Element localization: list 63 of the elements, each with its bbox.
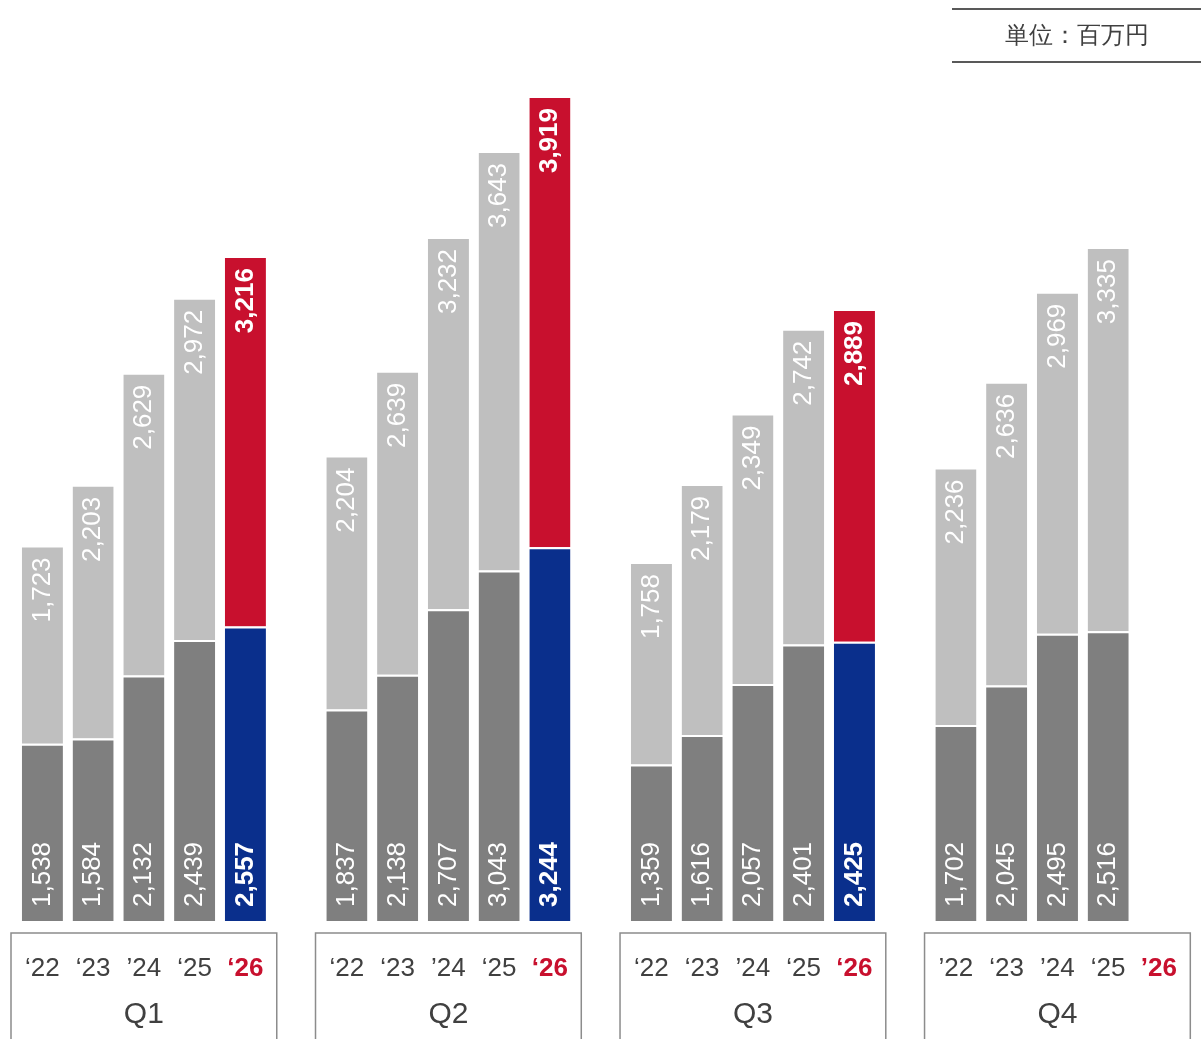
data-label: 2,425 — [837, 841, 868, 907]
x-tick-label: ’22 — [938, 951, 974, 982]
data-label: 2,204 — [330, 467, 361, 533]
x-tick-label: ‘23 — [75, 951, 111, 982]
x-tick-label: ’24 — [1040, 951, 1075, 982]
x-tick-label: ‘25 — [786, 951, 822, 982]
x-tick-label: ‘26 — [836, 951, 873, 982]
data-label: 3,335 — [1091, 259, 1122, 325]
x-tick-label: ’26 — [1140, 951, 1178, 982]
data-label: 1,584 — [76, 841, 107, 907]
x-tick-label: ‘22 — [634, 951, 669, 982]
x-tick-label: ‘26 — [531, 951, 568, 982]
x-tick-label: ‘23 — [684, 951, 720, 982]
text: 単位：百万円 — [1005, 20, 1149, 48]
data-label: 2,179 — [685, 495, 716, 561]
data-label: 2,045 — [989, 841, 1020, 907]
data-label: 2,636 — [989, 393, 1020, 459]
data-label: 1,538 — [25, 841, 56, 907]
data-label: 2,495 — [1040, 841, 1071, 907]
x-tick-label: ‘23 — [380, 951, 415, 982]
x-tick-label: ‘25 — [177, 951, 212, 982]
data-label: 1,758 — [634, 574, 665, 640]
x-tick-label: ‘23 — [989, 951, 1025, 982]
data-label: 2,439 — [177, 841, 208, 907]
data-label: 2,203 — [76, 496, 107, 562]
data-label: 2,138 — [380, 841, 411, 907]
data-label: 2,972 — [177, 309, 208, 375]
data-label: 3,043 — [482, 841, 513, 907]
data-label: 2,236 — [939, 479, 970, 545]
x-tick-label: ’24 — [735, 951, 771, 982]
data-label: 2,889 — [837, 320, 868, 387]
x-tick-label: ‘22 — [329, 951, 365, 982]
data-label: 1,702 — [939, 841, 970, 907]
data-label: 1,723 — [25, 557, 56, 623]
data-label: 2,401 — [786, 841, 817, 907]
data-label: 2,629 — [127, 384, 158, 450]
data-label: 2,132 — [127, 841, 158, 907]
data-label: 3,643 — [482, 162, 513, 229]
data-label: 1,616 — [685, 841, 716, 907]
x-tick-label: ’24 — [126, 951, 162, 982]
x-tick-label: ‘25 — [1090, 951, 1126, 982]
data-label: 2,969 — [1040, 303, 1071, 369]
data-label: 2,707 — [431, 841, 462, 907]
text: Q2 — [428, 996, 469, 1030]
x-tick-label: ‘26 — [227, 951, 264, 982]
data-label: 3,216 — [228, 268, 259, 334]
data-label: 3,919 — [533, 108, 564, 174]
text: Q4 — [1037, 996, 1078, 1030]
data-label: 2,639 — [380, 382, 411, 448]
data-label: 1,837 — [330, 841, 361, 907]
data-label: 2,742 — [786, 340, 817, 406]
data-label: 3,244 — [533, 841, 564, 907]
data-label: 2,349 — [736, 425, 767, 491]
x-tick-label: ’24 — [431, 951, 466, 982]
x-tick-label: ‘25 — [481, 951, 517, 982]
data-label: 3,232 — [431, 248, 462, 315]
text: Q3 — [732, 996, 773, 1030]
text: Q1 — [123, 996, 164, 1030]
data-label: 2,516 — [1091, 841, 1122, 907]
x-tick-label: ‘22 — [25, 951, 60, 982]
data-label: 1,359 — [634, 841, 665, 907]
data-label: 2,057 — [736, 841, 767, 907]
data-label: 2,557 — [228, 841, 259, 907]
